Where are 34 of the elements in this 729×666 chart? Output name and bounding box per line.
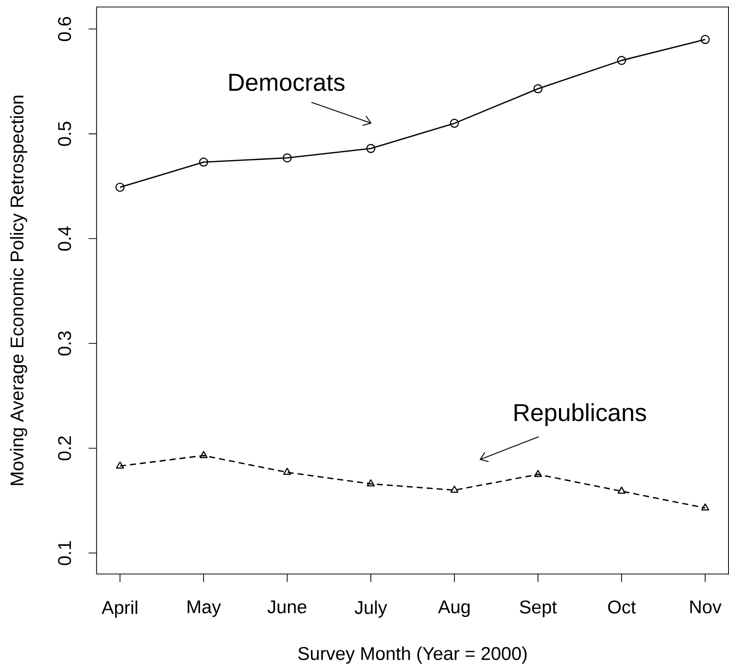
point [366,144,376,154]
point [200,451,208,458]
y-tick-label: 0.3 [58,331,72,356]
text: Republicans [514,403,646,426]
point [282,153,292,162]
x-axis-title: Survey Month (Year = 2000) [298,646,527,664]
point [366,479,375,486]
y-tick-label: 0.6 [58,16,72,42]
x-tick-label: Aug [438,600,470,618]
text: Democrats [229,74,344,91]
x-tick-label: Oct [608,600,636,614]
x-tick-label: April [102,600,138,618]
x-tick-label: May [188,600,221,618]
y-axis-title: Moving Average Economic Policy Retrospection [10,96,28,485]
y-tick-label: 0.4 [58,226,72,251]
x-tick-label: July [354,600,388,618]
point [115,182,125,192]
point [533,84,543,94]
point [116,461,124,469]
point [701,503,710,511]
x-tick-label: June [268,600,306,614]
x-tick-label: Nov [690,600,722,614]
x-tick-label: Sept [520,600,557,618]
y-tick-label: 0.1 [58,541,72,566]
y-tick-label: 0.2 [58,436,72,460]
y-tick-label: 0.5 [58,122,72,146]
point [450,118,459,128]
point [450,486,458,493]
point [283,468,292,475]
point [534,470,542,477]
point [618,486,626,494]
point [199,158,208,167]
point [617,56,626,65]
point [700,34,710,44]
